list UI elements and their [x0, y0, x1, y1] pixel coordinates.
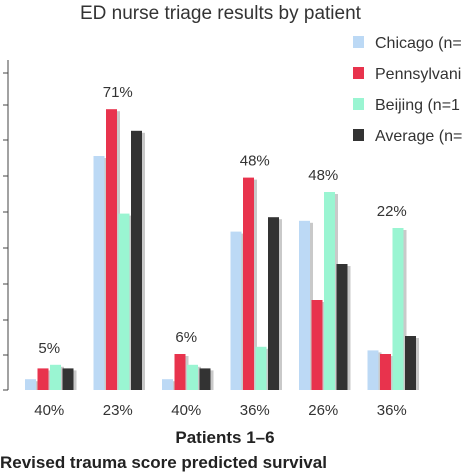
x-axis-sublabel: Revised trauma score predicted survival: [0, 453, 327, 472]
bar-pennsylvani-1: [37, 368, 49, 390]
legend-label: Beijing (n=1: [375, 97, 460, 114]
legend-label: Chicago (n=: [375, 35, 462, 52]
bar-chicago-n--1: [25, 379, 36, 390]
plot-area: 5% 40% 71% 23% 6% 40% 48% 36% 48% 26% 22% 36%: [3, 60, 419, 419]
bar-group-annotation: 48%: [308, 167, 338, 184]
x-tick-label: 36%: [377, 402, 407, 419]
legend-swatch: [353, 36, 364, 48]
bar-chicago-n--6: [367, 350, 379, 390]
bar-beijing-n--4: [255, 346, 267, 390]
legend-label: Pennsylvani: [375, 66, 461, 83]
chart-title: ED nurse triage results by patient: [80, 3, 362, 24]
x-tick-label: 40%: [171, 402, 201, 419]
legend-swatch: [353, 98, 364, 110]
bar-beijing-n--3: [187, 364, 198, 390]
bar-pennsylvani-6: [380, 354, 391, 390]
bar-group-annotation: 22%: [377, 203, 407, 220]
bar-pennsylvani-4: [243, 177, 254, 390]
bar-average-n--5: [336, 264, 348, 390]
bar-chicago-n--4: [230, 231, 242, 390]
bar-average-n--4: [268, 217, 279, 390]
bar-chicago-n--5: [299, 220, 310, 390]
bar-chicago-n--2: [93, 156, 105, 390]
bar-average-n--2: [131, 130, 142, 391]
x-tick-label: 36%: [240, 402, 270, 419]
bar-pennsylvani-3: [174, 354, 186, 390]
x-tick-label: 23%: [103, 402, 133, 419]
bar-average-n--6: [405, 336, 416, 390]
bar-beijing-n--1: [50, 364, 61, 390]
bar-pennsylvani-2: [106, 109, 117, 390]
bar-average-n--1: [62, 368, 74, 390]
bar-group-annotation: 6%: [175, 329, 197, 346]
bar-group-annotation: 71%: [103, 84, 133, 101]
bar-group-annotation: 48%: [240, 153, 270, 170]
bar-group-annotation: 5%: [38, 340, 60, 357]
x-axis-label: Patients 1–6: [175, 428, 274, 447]
legend: Chicago (n= Pennsylvani Beijing (n=1 Averag…: [353, 35, 462, 145]
bar-beijing-n--2: [118, 213, 130, 390]
bar-pennsylvani-5: [311, 300, 323, 390]
x-tick-label: 26%: [308, 402, 338, 419]
legend-swatch: [353, 67, 364, 79]
bar-average-n--3: [199, 368, 211, 390]
legend-label: Average (n=: [375, 128, 462, 145]
legend-swatch: [353, 129, 364, 141]
bar-beijing-n--6: [392, 228, 404, 390]
x-tick-label: 40%: [34, 402, 64, 419]
bar-beijing-n--5: [324, 192, 335, 390]
bar-chicago-n--3: [162, 379, 173, 390]
